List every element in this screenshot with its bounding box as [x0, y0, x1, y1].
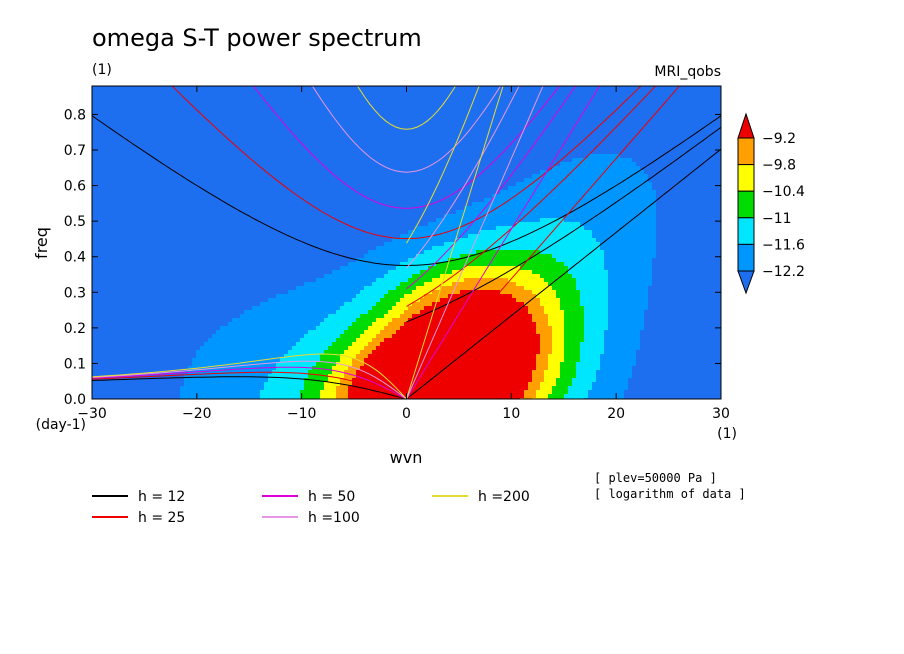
x-tick-label: 20: [607, 406, 625, 422]
y-unit-label: (day-1): [36, 417, 86, 433]
legend-label: h = 25: [138, 510, 185, 526]
colorbar-label: −9.2: [762, 131, 796, 147]
kelvin-curve-h50: [406, 86, 601, 399]
mrg-curve-h200: [406, 86, 480, 244]
chart-title: omega S-T power spectrum: [92, 24, 422, 52]
colorbar: −9.2 −9.8 −10.4 −11 −11.6 −12.2: [737, 112, 805, 295]
colorbar-segment: [737, 137, 755, 166]
rossby-curve-h50: [92, 366, 407, 399]
gravity-curve-h25: [171, 86, 642, 240]
gravity-curve-h12: [92, 115, 721, 267]
colorbar-segment: [737, 243, 755, 272]
logarithm-annotation: [ logarithm of data ]: [594, 487, 746, 501]
y-tick-label: 0.4: [64, 250, 86, 266]
colorbar-label: −10.4: [762, 184, 805, 200]
x-tick-label: 10: [502, 406, 520, 422]
legend-label: h = 12: [138, 489, 185, 505]
legend-label: h =200: [478, 489, 530, 505]
plev-annotation: [ plev=50000 Pa ]: [594, 471, 717, 485]
contour-fill-layer: [92, 86, 721, 399]
y-tick-label: 0.1: [64, 356, 86, 372]
legend: h = 12 h = 25 h = 50 h =100 h =200: [92, 489, 530, 526]
mrg-curve-h12: [406, 126, 721, 323]
rossby-curve-h100: [92, 360, 407, 399]
colorbar-label: −9.8: [762, 158, 796, 174]
y-tick-label: 0.0: [64, 392, 86, 408]
rossby-curve-h25: [92, 371, 407, 399]
y-tick-label: 0.8: [64, 107, 86, 123]
plot-area: [92, 86, 721, 399]
y-axis-label: freq: [32, 227, 51, 259]
gravity-curve-h100: [311, 86, 502, 173]
dispersion-curve-layer: [92, 86, 721, 399]
kelvin-curve-h100: [406, 86, 544, 399]
gravity-curve-h50: [252, 86, 561, 209]
kelvin-curve-h25: [406, 86, 681, 399]
x-tick-label: 0: [402, 406, 411, 422]
mrg-curve-h25: [406, 86, 657, 307]
y-tick-label: 0.2: [64, 321, 86, 337]
chart-subtitle-right: MRI_qobs: [654, 64, 721, 80]
mrg-curve-h100: [406, 86, 520, 269]
y-axis-ticks: 0.0 0.1 0.2 0.3 0.4 0.5 0.6 0.7 0.8: [64, 107, 721, 408]
y-tick-label: 0.6: [64, 179, 86, 195]
y-tick-label: 0.7: [64, 143, 86, 159]
colorbar-label: −12.2: [762, 264, 805, 280]
colorbar-top-arrow: [737, 112, 755, 139]
rossby-curve-h12: [92, 376, 407, 399]
rossby-curve-h200: [92, 353, 407, 399]
x-axis-ticks: −30 −20 −10 0 10 20 30: [77, 86, 730, 422]
x-unit-label: (1): [717, 426, 737, 442]
x-tick-label: −20: [182, 406, 212, 422]
x-axis-label: wvn: [390, 448, 423, 467]
colorbar-label: −11: [762, 211, 792, 227]
y-tick-label: 0.5: [64, 214, 86, 230]
colorbar-segment: [737, 217, 755, 245]
kelvin-curve-h12: [406, 148, 721, 399]
legend-label: h = 50: [308, 489, 355, 505]
chart-subtitle-left: (1): [92, 62, 112, 78]
colorbar-segment: [737, 164, 755, 192]
y-tick-label: 0.3: [64, 285, 86, 301]
mrg-curve-h50: [406, 86, 577, 290]
x-tick-label: 30: [712, 406, 730, 422]
x-tick-label: −10: [287, 406, 317, 422]
kelvin-curve-h200: [406, 86, 504, 399]
colorbar-label: −11.6: [762, 237, 805, 253]
colorbar-segment: [737, 190, 755, 219]
x-tick-label: −30: [77, 406, 107, 422]
gravity-curve-h200: [357, 86, 456, 130]
legend-label: h =100: [308, 510, 360, 526]
colorbar-bottom-arrow: [737, 270, 755, 295]
